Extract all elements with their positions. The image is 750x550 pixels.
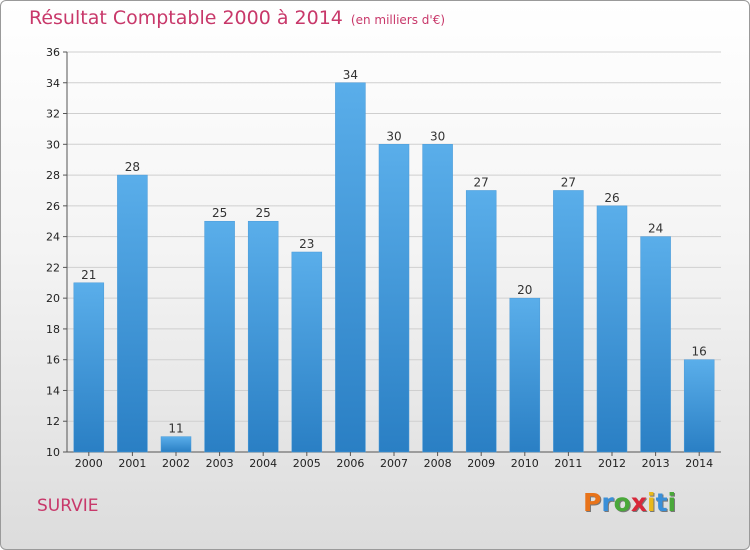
data-label-2006: 34 [343, 68, 358, 82]
x-tick-label-2000: 2000 [75, 457, 103, 470]
y-tick-label: 14 [46, 384, 60, 397]
y-tick-label: 24 [46, 231, 60, 244]
bar-2010[interactable] [509, 297, 541, 453]
x-tick-label-2009: 2009 [467, 457, 495, 470]
data-label-2002: 11 [168, 422, 183, 436]
logo-letter: t [655, 488, 668, 517]
chart-title: Résultat Comptable 2000 à 2014 (en millie… [29, 7, 445, 29]
data-label-2010: 20 [517, 283, 532, 297]
y-tick-label: 28 [46, 169, 60, 182]
bar-2008[interactable] [422, 144, 453, 453]
data-labels: 21 28 11 25 25 23 34 30 30 27 20 27 26 24 16 [81, 68, 707, 436]
y-tick-label: 30 [46, 138, 60, 151]
proxiti-logo[interactable]: Proxiti [583, 488, 676, 517]
y-tick-label: 20 [46, 292, 60, 305]
x-tick-label-2004: 2004 [249, 457, 277, 470]
chart-title-text: Résultat Comptable 2000 à 2014 [29, 7, 343, 29]
bar-2003[interactable] [204, 220, 235, 453]
bar-2004[interactable] [247, 220, 279, 453]
x-tick-label-2002: 2002 [162, 457, 190, 470]
bar-2013[interactable] [640, 236, 671, 453]
bar-2009[interactable] [465, 190, 497, 453]
x-tick-label-2001: 2001 [118, 457, 146, 470]
x-tick-label-2005: 2005 [293, 457, 321, 470]
bar-2006[interactable] [335, 82, 366, 453]
data-label-2013: 24 [648, 222, 663, 236]
y-tick-labels: 10 12 14 16 18 20 22 24 26 28 30 32 34 36 [46, 46, 60, 459]
logo-letter: o [613, 488, 631, 517]
bar-2000[interactable] [73, 282, 105, 453]
x-tick-labels: 2000 2001 2002 2003 2004 2005 2006 2007 2008 2009… [75, 452, 713, 470]
y-tick-label: 32 [46, 108, 60, 121]
data-label-2008: 30 [430, 129, 445, 143]
data-label-2000: 21 [81, 268, 96, 282]
x-tick-label-2012: 2012 [598, 457, 626, 470]
y-tick-label: 12 [46, 415, 60, 428]
y-tick-label: 22 [46, 261, 60, 274]
x-tick-label-2007: 2007 [380, 457, 408, 470]
x-tick-label-2011: 2011 [554, 457, 582, 470]
data-label-2012: 26 [604, 191, 619, 205]
bar-2002[interactable] [160, 436, 192, 453]
logo-letter: i [647, 488, 656, 517]
logo-letter: i [667, 488, 677, 517]
x-tick-label-2006: 2006 [336, 457, 364, 470]
bar-2007[interactable] [378, 144, 410, 453]
chart-subtitle: (en milliers d'€) [350, 13, 446, 27]
data-label-2004: 25 [256, 206, 271, 220]
y-tick-label: 16 [46, 354, 60, 367]
logo-letter: x [630, 488, 647, 517]
bar-2005[interactable] [291, 251, 323, 453]
y-tick-label: 10 [46, 446, 60, 459]
logo-letter: P [583, 488, 602, 517]
x-tick-label-2008: 2008 [424, 457, 452, 470]
commune-name: SURVIE [37, 496, 99, 516]
y-tick-label: 34 [46, 77, 60, 90]
data-label-2007: 30 [386, 129, 401, 143]
x-tick-label-2010: 2010 [511, 457, 539, 470]
x-tick-label-2003: 2003 [206, 457, 234, 470]
logo-letter: r [601, 488, 614, 517]
data-label-2003: 25 [212, 206, 227, 220]
x-tick-label-2014: 2014 [685, 457, 713, 470]
bar-2011[interactable] [553, 190, 584, 453]
bar-2012[interactable] [596, 205, 628, 453]
data-label-2001: 28 [125, 160, 140, 174]
y-tick-label: 36 [46, 46, 60, 59]
x-tick-label-2013: 2013 [642, 457, 670, 470]
data-label-2014: 16 [692, 345, 707, 359]
bar-2014[interactable] [683, 359, 715, 453]
bar-2001[interactable] [117, 174, 148, 453]
data-label-2005: 23 [299, 237, 314, 251]
bars [73, 82, 715, 453]
y-tick-label: 26 [46, 200, 60, 213]
data-label-2011: 27 [561, 175, 576, 189]
data-label-2009: 27 [474, 175, 489, 189]
y-tick-label: 18 [46, 323, 60, 336]
